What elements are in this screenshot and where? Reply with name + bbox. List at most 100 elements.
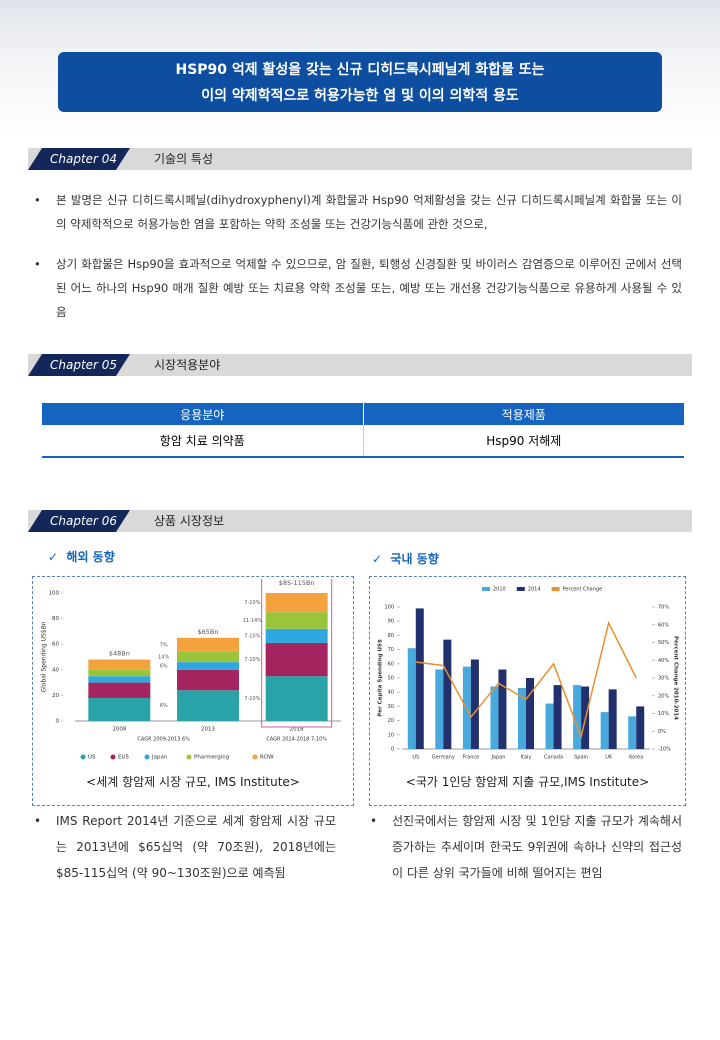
bar-segment: [265, 593, 328, 613]
legend-label: Pharmerging: [194, 755, 229, 761]
highlight-box: [261, 579, 333, 728]
bar: [526, 678, 534, 749]
bar: [415, 608, 424, 749]
bar-segment: [177, 690, 239, 721]
chart-box: Per Capita Spending US$ Percent Change 20…: [369, 576, 686, 806]
legend-label: Japan: [151, 755, 168, 761]
chapter-tag: Chapter 06: [28, 510, 130, 532]
bar: [462, 666, 471, 749]
legend-swatch: [551, 587, 560, 591]
bar: [518, 687, 526, 749]
annotation: $48Bn: [109, 650, 130, 658]
title-box: HSP90 억제 활성을 갖는 신규 디히드록시페닐계 화합물 또는 이의 약제…: [58, 52, 662, 112]
x-tick-label: UK: [605, 755, 613, 761]
chart: Per Capita Spending US$ Percent Change 20…: [378, 587, 679, 761]
y2-tick-label: -10%: [658, 747, 671, 753]
growth-label: 7-10%: [244, 600, 260, 606]
x-tick-label: France: [463, 755, 480, 761]
subtitle: ✓ 해외 동향: [48, 550, 115, 564]
bar: [470, 659, 479, 749]
bar: [443, 639, 452, 749]
legend-swatch: [482, 587, 490, 591]
y-tick-label: 90: [388, 619, 394, 625]
chapter-title: 시장적용분야: [154, 358, 221, 372]
growth-label: 11-14%: [243, 618, 263, 624]
bar-segment: [265, 642, 328, 677]
bar: [498, 669, 507, 749]
y-tick-label: 100: [384, 605, 394, 611]
bar: [628, 716, 637, 749]
table-cell: 항암 치료 의약품: [42, 425, 364, 457]
subtitle-text: 국내 동향: [390, 552, 439, 566]
x-tick-label: US: [412, 755, 419, 761]
legend-swatch: [252, 754, 258, 760]
legend-swatch: [80, 754, 86, 760]
bullet: 상기 화합물은 Hsp90을 효과적으로 억제할 수 있으므로, 암 질환, 퇴…: [34, 252, 682, 324]
y-tick-label: 40: [388, 690, 394, 696]
chapter-title: 상품 시장정보: [154, 514, 225, 528]
chapter-tag: Chapter 04: [28, 148, 130, 170]
y-tick-label: 20: [388, 718, 394, 724]
chapter-title: 기술의 특성: [154, 152, 214, 166]
legend-label: 2010: [493, 587, 506, 593]
bar-segment: [88, 676, 151, 683]
y-tick-label: 0: [56, 719, 60, 725]
legend-swatch: [186, 754, 192, 760]
legend-label: 2014: [528, 587, 541, 593]
growth-label: 14%: [158, 655, 169, 661]
x-tick-label: 2008: [112, 727, 126, 733]
x-tick-label: Spain: [574, 755, 588, 761]
bar: [600, 712, 609, 749]
y-tick-label: 40: [52, 667, 59, 673]
subtitle-text: 해외 동향: [66, 550, 115, 564]
x-tick-label: Japan: [490, 755, 505, 761]
x-tick-label: 2018: [290, 727, 304, 733]
caption: <국가 1인당 항암제 지출 규모,IMS Institute>: [405, 775, 650, 789]
y-tick-label: 20: [52, 693, 59, 699]
y2-tick-label: 0%: [658, 729, 666, 735]
bar: [545, 703, 554, 749]
title-line: 이의 약제학적으로 허용가능한 염 및 이의 의학적 용도: [201, 88, 519, 104]
bar: [573, 685, 582, 749]
y-tick-label: 30: [388, 704, 394, 710]
subtitle: ✓ 국내 동향: [372, 552, 439, 566]
growth-label: 6%: [160, 703, 168, 709]
bar-segment: [177, 662, 239, 670]
bar-segment: [265, 628, 328, 643]
bar: [490, 686, 499, 749]
bar: [407, 648, 416, 749]
legend-label: US: [88, 755, 96, 761]
table: 응용분야 적용제품 항암 치료 의약품 Hsp90 저해제: [42, 403, 684, 458]
legend-swatch: [110, 754, 116, 760]
y-tick-label: 80: [52, 616, 59, 622]
bar: [553, 685, 562, 749]
legend-swatch: [144, 754, 150, 760]
table-header: 응용분야: [42, 403, 364, 425]
y-tick-label: 10: [388, 732, 394, 738]
legend-swatch: [516, 587, 525, 591]
legend-label: ROW: [260, 755, 274, 761]
bar-segment: [88, 697, 151, 721]
y2-tick-label: 50%: [658, 640, 669, 646]
bar-segment: [265, 612, 328, 629]
growth-label: 7-10%: [244, 657, 260, 663]
bar: [608, 689, 617, 749]
y2-tick-label: 10%: [658, 711, 669, 717]
y-tick-label: 100: [49, 591, 60, 597]
line: [415, 620, 637, 740]
y2-tick-label: 30%: [658, 676, 669, 682]
bar: [636, 706, 645, 749]
chapter-bar: Chapter 04 기술의 특성: [28, 148, 692, 170]
table-header: 적용제품: [501, 407, 546, 422]
y2-tick-label: 20%: [658, 693, 669, 699]
chart-box: Global Spending US$Bn 0 20 40 60 80 100 2008 $48…: [32, 576, 354, 806]
annotation: $65Bn: [198, 628, 219, 636]
chart: Global Spending US$Bn 0 20 40 60 80 100 2008 $48…: [41, 579, 341, 761]
annotation: $85-115Bn: [279, 579, 315, 587]
legend-label: EU5: [118, 755, 130, 761]
y-tick-label: 60: [52, 642, 59, 648]
growth-label: 7%: [160, 642, 168, 648]
y-axis-label: Per Capita Spending US$: [378, 639, 384, 717]
bar-segment: [88, 659, 151, 670]
